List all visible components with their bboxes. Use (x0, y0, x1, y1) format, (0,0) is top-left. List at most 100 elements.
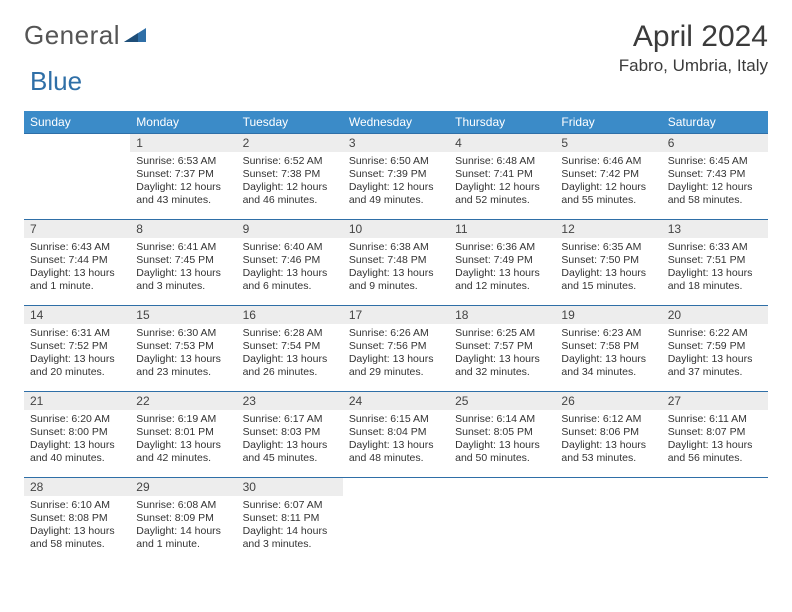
daylight-text: Daylight: 12 hours and 52 minutes. (455, 181, 549, 207)
calendar-day-cell: 18Sunrise: 6:25 AMSunset: 7:57 PMDayligh… (449, 306, 555, 392)
sunset-text: Sunset: 7:58 PM (561, 340, 655, 353)
sunset-text: Sunset: 7:51 PM (668, 254, 762, 267)
day-number: 24 (343, 392, 449, 410)
day-number: 6 (662, 134, 768, 152)
sunrise-text: Sunrise: 6:08 AM (136, 499, 230, 512)
daylight-text: Daylight: 13 hours and 42 minutes. (136, 439, 230, 465)
sunset-text: Sunset: 8:08 PM (30, 512, 124, 525)
sunset-text: Sunset: 7:43 PM (668, 168, 762, 181)
calendar-day-cell: 27Sunrise: 6:11 AMSunset: 8:07 PMDayligh… (662, 392, 768, 478)
day-details: Sunrise: 6:38 AMSunset: 7:48 PMDaylight:… (343, 238, 449, 300)
sunset-text: Sunset: 7:41 PM (455, 168, 549, 181)
daylight-text: Daylight: 13 hours and 20 minutes. (30, 353, 124, 379)
logo-text-general: General (24, 20, 120, 51)
logo-triangle-icon (124, 24, 146, 47)
daylight-text: Daylight: 13 hours and 34 minutes. (561, 353, 655, 379)
day-number: 21 (24, 392, 130, 410)
day-number: 28 (24, 478, 130, 496)
calendar-day-cell: 9Sunrise: 6:40 AMSunset: 7:46 PMDaylight… (237, 220, 343, 306)
sunrise-text: Sunrise: 6:14 AM (455, 413, 549, 426)
day-number: 26 (555, 392, 661, 410)
sunrise-text: Sunrise: 6:45 AM (668, 155, 762, 168)
daylight-text: Daylight: 13 hours and 32 minutes. (455, 353, 549, 379)
calendar-day-cell: 13Sunrise: 6:33 AMSunset: 7:51 PMDayligh… (662, 220, 768, 306)
daylight-text: Daylight: 14 hours and 3 minutes. (243, 525, 337, 551)
day-number: 5 (555, 134, 661, 152)
day-details: Sunrise: 6:43 AMSunset: 7:44 PMDaylight:… (24, 238, 130, 300)
sunrise-text: Sunrise: 6:19 AM (136, 413, 230, 426)
dow-header: Saturday (662, 111, 768, 134)
day-details: Sunrise: 6:45 AMSunset: 7:43 PMDaylight:… (662, 152, 768, 214)
calendar-day-cell: 26Sunrise: 6:12 AMSunset: 8:06 PMDayligh… (555, 392, 661, 478)
day-details: Sunrise: 6:23 AMSunset: 7:58 PMDaylight:… (555, 324, 661, 386)
calendar-day-cell: 22Sunrise: 6:19 AMSunset: 8:01 PMDayligh… (130, 392, 236, 478)
day-number: 10 (343, 220, 449, 238)
sunset-text: Sunset: 7:48 PM (349, 254, 443, 267)
day-details: Sunrise: 6:52 AMSunset: 7:38 PMDaylight:… (237, 152, 343, 214)
day-details: Sunrise: 6:17 AMSunset: 8:03 PMDaylight:… (237, 410, 343, 472)
day-details: Sunrise: 6:10 AMSunset: 8:08 PMDaylight:… (24, 496, 130, 558)
day-number: 18 (449, 306, 555, 324)
daylight-text: Daylight: 13 hours and 53 minutes. (561, 439, 655, 465)
day-number: 8 (130, 220, 236, 238)
calendar-day-cell: 5Sunrise: 6:46 AMSunset: 7:42 PMDaylight… (555, 134, 661, 220)
sunrise-text: Sunrise: 6:50 AM (349, 155, 443, 168)
sunset-text: Sunset: 8:04 PM (349, 426, 443, 439)
day-details: Sunrise: 6:46 AMSunset: 7:42 PMDaylight:… (555, 152, 661, 214)
day-number: 3 (343, 134, 449, 152)
month-title: April 2024 (619, 20, 768, 54)
daylight-text: Daylight: 13 hours and 15 minutes. (561, 267, 655, 293)
logo: General (24, 20, 148, 51)
sunrise-text: Sunrise: 6:41 AM (136, 241, 230, 254)
daylight-text: Daylight: 13 hours and 18 minutes. (668, 267, 762, 293)
logo-text-blue: Blue (30, 66, 82, 96)
day-number: 2 (237, 134, 343, 152)
sunset-text: Sunset: 7:46 PM (243, 254, 337, 267)
calendar-day-cell: 17Sunrise: 6:26 AMSunset: 7:56 PMDayligh… (343, 306, 449, 392)
calendar-day-cell: 1Sunrise: 6:53 AMSunset: 7:37 PMDaylight… (130, 134, 236, 220)
day-details: Sunrise: 6:30 AMSunset: 7:53 PMDaylight:… (130, 324, 236, 386)
day-number: 27 (662, 392, 768, 410)
daylight-text: Daylight: 13 hours and 40 minutes. (30, 439, 124, 465)
day-number: 7 (24, 220, 130, 238)
day-number: 9 (237, 220, 343, 238)
sunset-text: Sunset: 7:49 PM (455, 254, 549, 267)
calendar-day-cell (343, 478, 449, 564)
calendar-day-cell: 6Sunrise: 6:45 AMSunset: 7:43 PMDaylight… (662, 134, 768, 220)
calendar-day-cell: 11Sunrise: 6:36 AMSunset: 7:49 PMDayligh… (449, 220, 555, 306)
sunset-text: Sunset: 7:56 PM (349, 340, 443, 353)
day-number: 23 (237, 392, 343, 410)
calendar-day-cell: 10Sunrise: 6:38 AMSunset: 7:48 PMDayligh… (343, 220, 449, 306)
calendar-table: SundayMondayTuesdayWednesdayThursdayFrid… (24, 111, 768, 564)
dow-header: Wednesday (343, 111, 449, 134)
sunset-text: Sunset: 7:37 PM (136, 168, 230, 181)
location-label: Fabro, Umbria, Italy (619, 56, 768, 76)
sunrise-text: Sunrise: 6:43 AM (30, 241, 124, 254)
day-details: Sunrise: 6:07 AMSunset: 8:11 PMDaylight:… (237, 496, 343, 558)
day-number: 15 (130, 306, 236, 324)
daylight-text: Daylight: 12 hours and 55 minutes. (561, 181, 655, 207)
calendar-day-cell: 15Sunrise: 6:30 AMSunset: 7:53 PMDayligh… (130, 306, 236, 392)
sunrise-text: Sunrise: 6:31 AM (30, 327, 124, 340)
sunset-text: Sunset: 8:03 PM (243, 426, 337, 439)
day-details: Sunrise: 6:19 AMSunset: 8:01 PMDaylight:… (130, 410, 236, 472)
sunset-text: Sunset: 7:57 PM (455, 340, 549, 353)
dow-header: Tuesday (237, 111, 343, 134)
calendar-day-cell: 12Sunrise: 6:35 AMSunset: 7:50 PMDayligh… (555, 220, 661, 306)
sunrise-text: Sunrise: 6:48 AM (455, 155, 549, 168)
sunrise-text: Sunrise: 6:33 AM (668, 241, 762, 254)
calendar-day-cell (24, 134, 130, 220)
daylight-text: Daylight: 13 hours and 26 minutes. (243, 353, 337, 379)
sunset-text: Sunset: 8:06 PM (561, 426, 655, 439)
calendar-day-cell: 25Sunrise: 6:14 AMSunset: 8:05 PMDayligh… (449, 392, 555, 478)
daylight-text: Daylight: 13 hours and 3 minutes. (136, 267, 230, 293)
day-details: Sunrise: 6:20 AMSunset: 8:00 PMDaylight:… (24, 410, 130, 472)
calendar-day-cell: 20Sunrise: 6:22 AMSunset: 7:59 PMDayligh… (662, 306, 768, 392)
calendar-week-row: 21Sunrise: 6:20 AMSunset: 8:00 PMDayligh… (24, 392, 768, 478)
daylight-text: Daylight: 13 hours and 45 minutes. (243, 439, 337, 465)
calendar-day-cell: 23Sunrise: 6:17 AMSunset: 8:03 PMDayligh… (237, 392, 343, 478)
day-number: 4 (449, 134, 555, 152)
daylight-text: Daylight: 13 hours and 29 minutes. (349, 353, 443, 379)
sunrise-text: Sunrise: 6:30 AM (136, 327, 230, 340)
daylight-text: Daylight: 13 hours and 37 minutes. (668, 353, 762, 379)
